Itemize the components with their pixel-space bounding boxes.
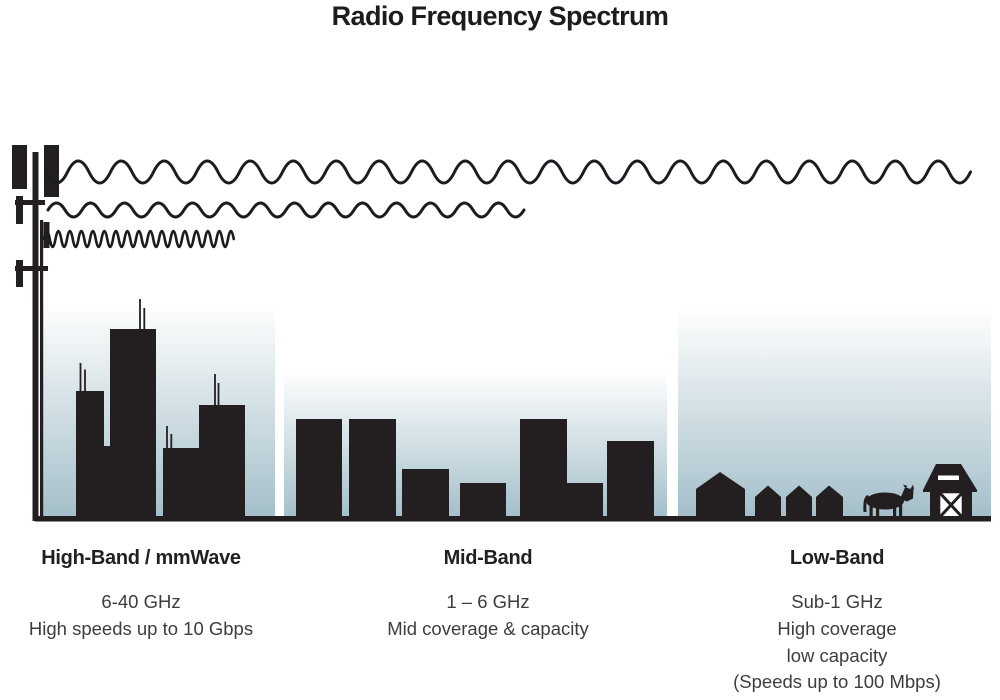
mid-frequency-mid-range-wave bbox=[46, 201, 526, 219]
radio-waves bbox=[42, 159, 972, 249]
band-name-low: Low-Band bbox=[789, 547, 885, 569]
high-frequency-short-range-wave bbox=[42, 229, 236, 249]
page-title: Radio Frequency Spectrum bbox=[331, 1, 669, 31]
band-detail-low-1: High coverage bbox=[777, 617, 897, 639]
band-label-low: Low-Band Sub-1 GHz High coverage low cap… bbox=[676, 547, 998, 696]
rural-houses-icon bbox=[696, 472, 843, 517]
spectrum-illustration bbox=[12, 145, 991, 522]
city-skyscrapers-icon bbox=[76, 299, 245, 517]
band-name-high: High-Band / mmWave bbox=[41, 547, 241, 569]
midsize-buildings-icon bbox=[296, 419, 654, 517]
band-frequency-mid: 1 – 6 GHz bbox=[446, 591, 530, 612]
cow-icon bbox=[863, 484, 914, 518]
band-frequency-high: 6-40 GHz bbox=[101, 591, 181, 612]
cell-tower-icon bbox=[12, 145, 59, 521]
band-label-high: High-Band / mmWave 6-40 GHz High speeds … bbox=[0, 547, 302, 643]
band-detail-low-2: low capacity bbox=[786, 644, 888, 666]
ground-line bbox=[35, 516, 991, 522]
band-detail-high-1: High speeds up to 10 Gbps bbox=[28, 617, 254, 639]
low-frequency-long-range-wave bbox=[44, 159, 972, 185]
band-frequency-low: Sub-1 GHz bbox=[791, 591, 883, 612]
band-detail-low-3: (Speeds up to 100 Mbps) bbox=[733, 671, 941, 693]
band-name-mid: Mid-Band bbox=[443, 547, 533, 569]
barn-icon bbox=[923, 464, 977, 520]
band-detail-mid-1: Mid coverage & capacity bbox=[387, 617, 589, 639]
band-label-mid: Mid-Band 1 – 6 GHz Mid coverage & capaci… bbox=[327, 547, 649, 643]
